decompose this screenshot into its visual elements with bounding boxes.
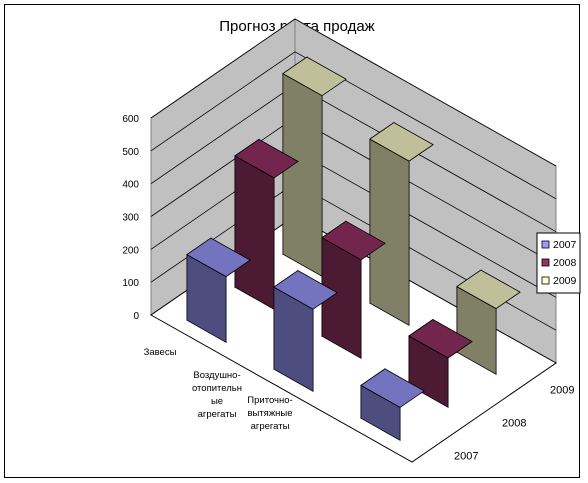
bar-face-top (408, 319, 473, 359)
category-label-line: отопительн (192, 383, 242, 394)
axis-labels: 0 100 200 300 400 500 600 Завесы Воздушно-отопит… (122, 114, 574, 463)
y-tick-label: 300 (122, 213, 139, 224)
y-tick-label: 200 (122, 245, 139, 256)
legend-label: 2007 (553, 239, 577, 251)
bar-face-top (369, 122, 434, 162)
bar-2008-2 (321, 220, 386, 359)
category-label-line: вытяжные (247, 408, 292, 419)
y-tick-label: 500 (122, 147, 139, 158)
category-label: Воздушно-отопительн ые агрегаты (192, 370, 242, 420)
bar-face-top (456, 269, 521, 310)
legend-label: 2009 (553, 275, 577, 287)
depth-axis-label: 2009 (550, 385, 574, 397)
legend-swatch (541, 258, 550, 267)
legend-label: 2008 (553, 257, 577, 269)
depth-axis-label: 2007 (454, 451, 478, 463)
bar-face-top (186, 237, 251, 278)
bar-2007-3 (360, 368, 425, 441)
chart-area: Прогноз роста продаж 0100200300400500600… (4, 4, 581, 478)
bar-2009-2 (369, 121, 434, 326)
category-label-line: Приточно- (247, 395, 292, 406)
legend-swatch (541, 240, 550, 249)
chart-canvas: Прогноз роста продаж 0100200300400500600… (122, 18, 581, 463)
bar-2009-3 (456, 269, 521, 375)
bar-2007-1 (186, 237, 251, 343)
legend-swatch (541, 276, 550, 285)
bar-face-top (282, 56, 347, 97)
bar-face-front (369, 138, 410, 326)
category-label: Завесы (144, 347, 177, 358)
gridline (150, 18, 557, 167)
y-tick-label: 100 (122, 278, 139, 289)
y-tick-label: 400 (122, 180, 139, 191)
bar-face-top (234, 138, 299, 179)
category-label: Приточно-вытяжные агрегаты (247, 395, 292, 432)
bar-face-top (273, 270, 338, 310)
category-label-line: агрегаты (251, 421, 290, 432)
bar-face-front (282, 72, 323, 277)
category-label-line: агрегаты (198, 409, 237, 420)
bar-face-top (360, 368, 425, 408)
y-tick-label: 0 (133, 311, 139, 322)
category-label-line: ые (211, 396, 223, 407)
depth-axis-label: 2008 (502, 418, 526, 430)
category-label-line: Воздушно- (193, 370, 240, 381)
gridline (150, 51, 557, 200)
legend: 2007 2008 2009 (536, 232, 581, 294)
bar-face-top (321, 220, 386, 261)
bar-2008-1 (234, 138, 299, 310)
category-label-line: Завесы (144, 347, 177, 358)
y-tick-label: 600 (122, 114, 139, 125)
bar-face-front (234, 155, 275, 310)
bar-2007-2 (273, 269, 338, 392)
bar-2009-1 (282, 56, 347, 277)
chart-bars (186, 56, 521, 441)
